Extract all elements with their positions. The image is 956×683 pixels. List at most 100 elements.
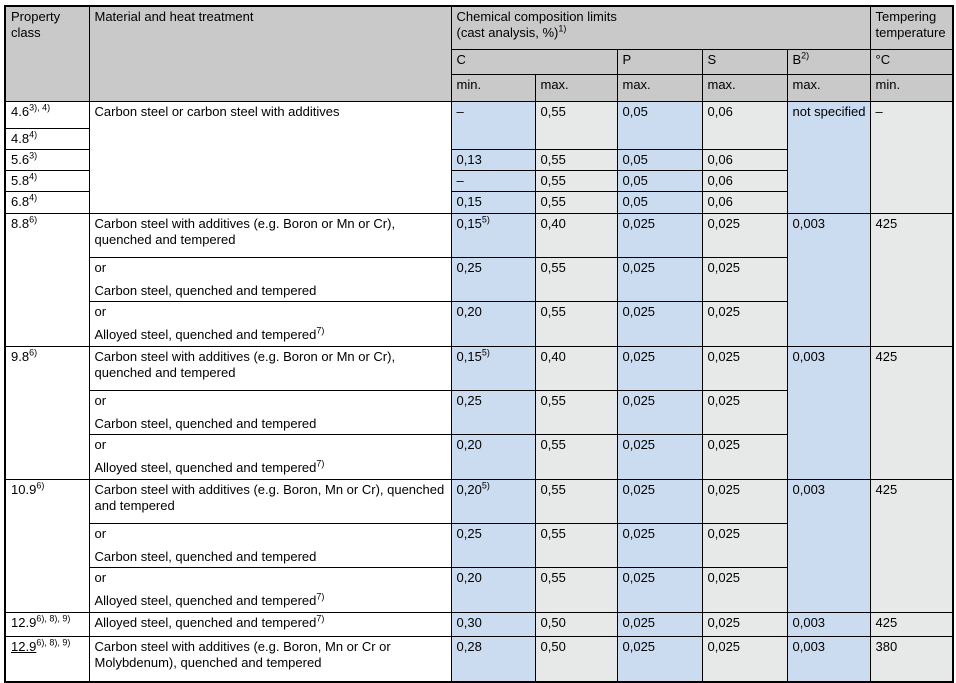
c-max-cell: 0,55 xyxy=(534,148,618,172)
c-min-cell: 0,20 xyxy=(450,567,536,613)
s-max-cell: 0,025 xyxy=(701,635,788,683)
p-max-cell: 0,025 xyxy=(616,256,703,302)
property-class-cell: 6.84) xyxy=(4,191,90,214)
footnote-1: 1) xyxy=(558,23,567,34)
tempering-cell: – xyxy=(869,100,954,214)
b-max-cell: not specified xyxy=(786,100,871,214)
property-class-cell: 10.96) xyxy=(4,478,90,613)
c-min-cell: 0,20 xyxy=(450,301,536,347)
c-max-cell: 0,40 xyxy=(534,212,618,258)
c-max-cell: 0,40 xyxy=(534,345,618,391)
s-max-cell: 0,06 xyxy=(701,191,788,214)
c-min-cell: 0,155) xyxy=(450,212,536,258)
chem-limits-line2: (cast analysis, %)1) xyxy=(456,23,567,41)
c-min-cell: 0,25 xyxy=(450,256,536,302)
tempering-cell: 425 xyxy=(869,611,954,637)
p-max-cell: 0,025 xyxy=(616,635,703,683)
c-max-cell: 0,55 xyxy=(534,169,618,193)
property-class-cell: 12.96), 8), 9) xyxy=(4,635,90,683)
c-min-cell: 0,28 xyxy=(450,635,536,683)
p-max-cell: 0,025 xyxy=(616,389,703,435)
s-max-cell: 0,025 xyxy=(701,567,788,613)
c-min-cell: 0,25 xyxy=(450,389,536,435)
c-min-cell: – xyxy=(450,169,536,193)
header-col-b: B2) xyxy=(786,48,871,75)
header-col-s: S xyxy=(701,48,788,75)
p-max-cell: 0,05 xyxy=(616,148,703,172)
c-max-cell: 0,55 xyxy=(534,389,618,435)
material-cell: or Alloyed steel, quenched and tempered7… xyxy=(88,434,452,480)
s-max-cell: 0,06 xyxy=(701,100,788,150)
property-class-cell: 4.84) xyxy=(4,127,90,150)
c-min-cell: 0,155) xyxy=(450,345,536,391)
c-min-cell: 0,205) xyxy=(450,478,536,524)
c-max-cell: 0,55 xyxy=(534,301,618,347)
c-min-cell: 0,30 xyxy=(450,611,536,637)
c-max-cell: 0,50 xyxy=(534,611,618,637)
c-max-cell: 0,55 xyxy=(534,100,618,150)
c-max-cell: 0,55 xyxy=(534,256,618,302)
s-max-cell: 0,06 xyxy=(701,169,788,193)
property-class-cell: 8.86) xyxy=(4,212,90,347)
c-min-cell: – xyxy=(450,100,536,150)
header-col-c: C xyxy=(450,48,618,75)
b-max-cell: 0,003 xyxy=(786,635,871,683)
material-cell: or Alloyed steel, quenched and tempered7… xyxy=(88,567,452,613)
b-max-cell: 0,003 xyxy=(786,611,871,637)
c-min-cell: 0,15 xyxy=(450,191,536,214)
s-max-cell: 0,025 xyxy=(701,389,788,435)
material-cell: Carbon steel with additives (e.g. Boron,… xyxy=(88,478,452,524)
p-max-cell: 0,025 xyxy=(616,301,703,347)
tempering-cell: 425 xyxy=(869,345,954,480)
footnote-2: 2) xyxy=(801,50,810,61)
header-material: Material and heat treatment xyxy=(88,5,452,102)
composition-table: Property class Material and heat treatme… xyxy=(4,5,954,683)
b-max-cell: 0,003 xyxy=(786,212,871,347)
property-class-cell: 5.84) xyxy=(4,169,90,193)
property-class-cell: 12.96), 8), 9) xyxy=(4,611,90,637)
c-max-cell: 0,55 xyxy=(534,567,618,613)
b-max-cell: 0,003 xyxy=(786,478,871,613)
s-max-cell: 0,025 xyxy=(701,212,788,258)
s-max-cell: 0,025 xyxy=(701,522,788,568)
s-max-cell: 0,025 xyxy=(701,611,788,637)
header-temp-min: min. xyxy=(869,73,954,102)
header-chem-limits: Chemical composition limits (cast analys… xyxy=(450,5,871,50)
p-max-cell: 0,025 xyxy=(616,567,703,613)
c-max-cell: 0,55 xyxy=(534,191,618,214)
p-max-cell: 0,025 xyxy=(616,478,703,524)
c-min-cell: 0,20 xyxy=(450,434,536,480)
p-max-cell: 0,05 xyxy=(616,191,703,214)
s-max-cell: 0,025 xyxy=(701,256,788,302)
property-class-cell: 9.86) xyxy=(4,345,90,480)
c-min-cell: 0,13 xyxy=(450,148,536,172)
material-cell: or Alloyed steel, quenched and tempered7… xyxy=(88,301,452,347)
p-max-cell: 0,025 xyxy=(616,345,703,391)
p-max-cell: 0,05 xyxy=(616,169,703,193)
header-tempering: Tempering temperature xyxy=(869,5,954,50)
s-max-cell: 0,06 xyxy=(701,148,788,172)
c-max-cell: 0,55 xyxy=(534,522,618,568)
material-cell: Carbon steel with additives (e.g. Boron … xyxy=(88,345,452,391)
header-col-p: P xyxy=(616,48,703,75)
tempering-cell: 380 xyxy=(869,635,954,683)
property-class-cell: 5.63) xyxy=(4,148,90,172)
p-max-cell: 0,025 xyxy=(616,611,703,637)
header-property-class: Property class xyxy=(4,5,90,102)
c-min-cell: 0,25 xyxy=(450,522,536,568)
p-max-cell: 0,05 xyxy=(616,100,703,150)
material-cell: or Carbon steel, quenched and tempered xyxy=(88,389,452,435)
p-max-cell: 0,025 xyxy=(616,212,703,258)
property-class-cell: 4.63), 4) xyxy=(4,100,90,129)
s-max-cell: 0,025 xyxy=(701,434,788,480)
material-cell: or Carbon steel, quenched and tempered xyxy=(88,522,452,568)
header-b-max: max. xyxy=(786,73,871,102)
s-max-cell: 0,025 xyxy=(701,345,788,391)
b-max-cell: 0,003 xyxy=(786,345,871,480)
material-cell: Carbon steel with additives (e.g. Boron … xyxy=(88,212,452,258)
header-s-max: max. xyxy=(701,73,788,102)
c-max-cell: 0,55 xyxy=(534,478,618,524)
s-max-cell: 0,025 xyxy=(701,301,788,347)
header-c-min: min. xyxy=(450,73,536,102)
